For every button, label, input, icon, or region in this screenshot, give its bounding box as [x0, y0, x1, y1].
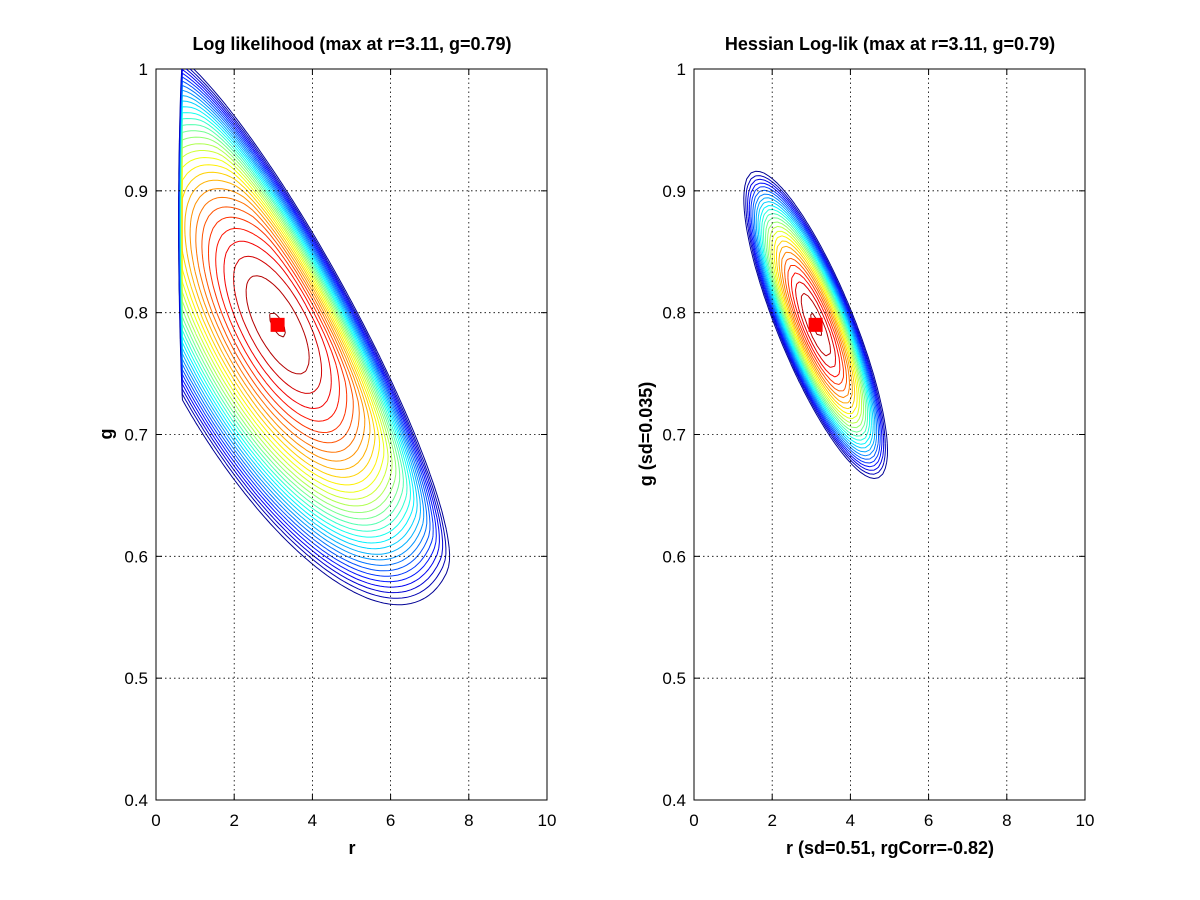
contour-line	[765, 217, 867, 433]
x-tick-label: 4	[308, 811, 317, 830]
contour-line	[179, 80, 431, 572]
y-tick-label: 0.5	[662, 669, 686, 688]
contour-line	[181, 136, 397, 513]
contour-line	[181, 157, 385, 493]
y-tick-label: 0.9	[662, 182, 686, 201]
contour-line	[795, 281, 836, 368]
x-tick-label: 8	[1002, 811, 1011, 830]
contour-line	[778, 245, 853, 404]
contour-line	[759, 205, 872, 445]
contour-line	[767, 221, 865, 429]
y-tick-label: 0.4	[662, 791, 686, 810]
contour-line	[776, 240, 856, 410]
max-marker	[808, 317, 823, 332]
contour-line	[215, 227, 340, 422]
axis-ticks	[693, 68, 1086, 801]
tick-labels: 0 2 4 6 8 10 0.4 0.5 0.6 0.7 0.8 0.9 1	[124, 60, 556, 830]
grid-lines	[156, 69, 547, 800]
x-tick-label: 6	[924, 811, 933, 830]
grid-lines	[694, 69, 1085, 800]
y-axis-label: g (sd=0.035)	[636, 382, 656, 487]
y-tick-label: 0.7	[662, 426, 686, 445]
x-tick-label: 4	[846, 811, 855, 830]
contour-line	[181, 171, 376, 478]
y-tick-label: 0.6	[662, 547, 686, 566]
x-tick-label: 2	[767, 811, 776, 830]
y-tick-label: 0.8	[662, 304, 686, 323]
contour-line	[748, 182, 883, 468]
x-axis-label: r	[348, 838, 355, 858]
contour-line	[787, 265, 844, 385]
y-tick-label: 1	[139, 60, 148, 79]
contour-line	[233, 255, 323, 394]
contour-line	[769, 225, 863, 424]
contour-line	[189, 188, 366, 462]
contour-line	[790, 272, 841, 378]
x-tick-label: 10	[538, 811, 557, 830]
x-tick-label: 8	[464, 811, 473, 830]
x-tick-label: 6	[386, 811, 395, 830]
plot-area	[693, 68, 1086, 801]
x-tick-label: 10	[1076, 811, 1095, 830]
y-tick-label: 0.4	[124, 791, 148, 810]
y-axis-label: g	[96, 429, 116, 440]
contour-set	[743, 170, 888, 479]
contour-line	[761, 209, 871, 441]
chart-title: Hessian Log-lik (max at r=3.11, g=0.79)	[725, 34, 1055, 54]
contour-line	[771, 230, 860, 420]
contour-line	[245, 275, 310, 375]
log-likelihood-panel: 0 2 4 6 8 10 0.4 0.5 0.6 0.7 0.8 0.9 1 Log likelihoo…	[96, 34, 556, 858]
chart-title: Log likelihood (max at r=3.11, g=0.79)	[192, 34, 511, 54]
contour-line	[763, 213, 869, 437]
contour-line	[208, 216, 348, 433]
y-tick-label: 0.5	[124, 669, 148, 688]
contour-line	[178, 69, 440, 588]
max-marker	[270, 317, 285, 332]
x-tick-label: 0	[151, 811, 160, 830]
contour-line	[747, 178, 885, 471]
contour-line	[184, 179, 371, 470]
contour-set	[178, 69, 451, 606]
axis-ticks	[155, 68, 548, 801]
contour-line	[195, 196, 360, 453]
y-tick-label: 0.6	[124, 547, 148, 566]
y-tick-label: 1	[677, 60, 686, 79]
contour-line	[750, 186, 881, 464]
contour-line	[752, 189, 879, 460]
y-tick-label: 0.9	[124, 182, 148, 201]
hessian-log-lik-panel: 0 2 4 6 8 10 0.4 0.5 0.6 0.7 0.8 0.9 1 Hessian Log-l…	[636, 34, 1094, 858]
x-tick-label: 2	[229, 811, 238, 830]
contour-line	[773, 235, 858, 415]
y-tick-label: 0.7	[124, 426, 148, 445]
contour-line	[781, 251, 850, 399]
contour-line	[745, 175, 886, 475]
tick-labels: 0 2 4 6 8 10 0.4 0.5 0.6 0.7 0.8 0.9 1	[662, 60, 1094, 830]
y-tick-label: 0.8	[124, 304, 148, 323]
x-axis-label: r (sd=0.51, rgCorr=-0.82)	[786, 838, 994, 858]
x-tick-label: 0	[689, 811, 698, 830]
contour-line	[743, 170, 888, 479]
contour-line	[757, 201, 874, 449]
contour-line	[754, 193, 878, 457]
contour-line	[784, 257, 847, 392]
